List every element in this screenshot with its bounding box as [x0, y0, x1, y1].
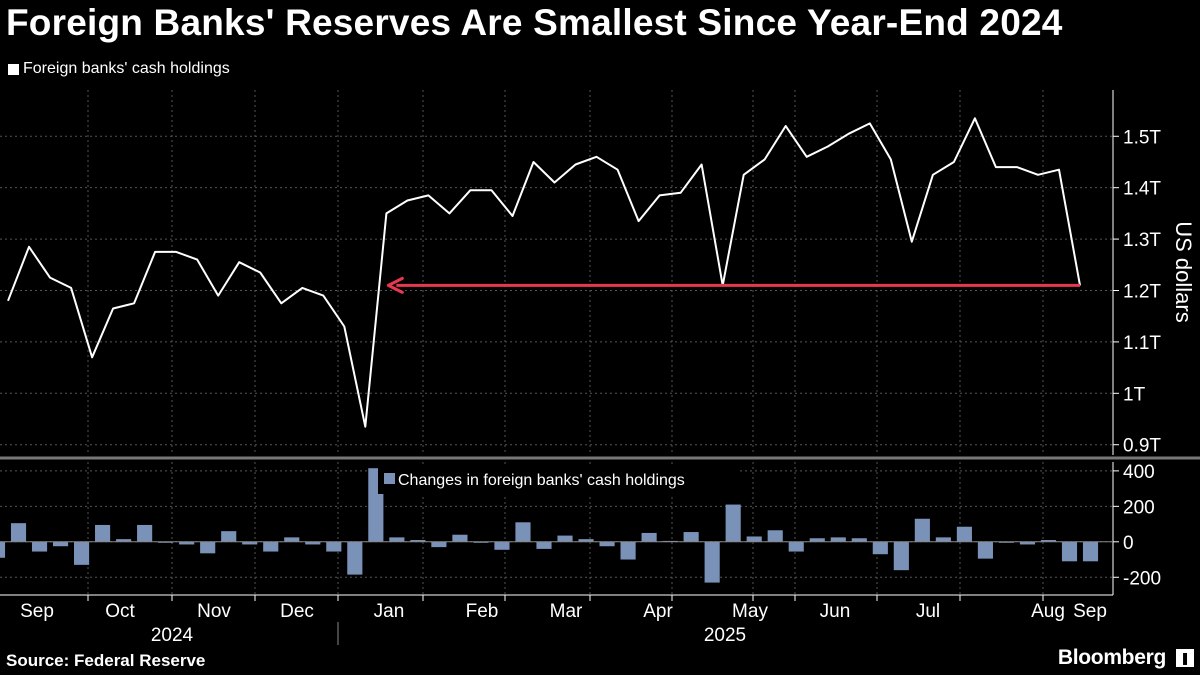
bottom-ytick-label: -200 [1123, 568, 1161, 589]
change-bar [809, 538, 825, 542]
change-bar [410, 540, 426, 542]
change-bar [95, 524, 111, 542]
change-bar [326, 541, 342, 552]
change-bar [914, 518, 930, 542]
change-bar [1061, 541, 1078, 562]
change-bar [1082, 541, 1099, 562]
change-bar [452, 534, 468, 542]
top-ytick-label: 1.5T [1123, 127, 1161, 148]
bottom-legend-bg [378, 466, 740, 494]
change-bar [1040, 540, 1057, 542]
x-month-label: Oct [105, 601, 135, 622]
change-bar [1019, 541, 1036, 545]
change-bar [683, 532, 699, 542]
bottom-legend-label: Changes in foreign banks' cash holdings [398, 472, 685, 489]
x-month-label: Aug [1031, 601, 1065, 622]
top-ytick-label: 1.3T [1123, 230, 1161, 251]
change-bar [389, 537, 405, 542]
top-legend: Foreign banks' cash holdings [8, 60, 230, 78]
change-bar [242, 541, 258, 545]
change-bar [893, 541, 909, 571]
bottom-ytick-label: 0 [1123, 533, 1134, 554]
top-ytick-label: 1.4T [1123, 179, 1161, 200]
change-bar [200, 541, 216, 554]
x-month-label: Feb [466, 601, 499, 622]
change-bar [935, 537, 951, 542]
change-bar [494, 541, 510, 550]
y-axis-label: US dollars [1171, 221, 1196, 322]
change-bar [704, 541, 720, 583]
source-note: Source: Federal Reserve [6, 651, 206, 670]
change-bar [347, 541, 363, 575]
annotation-arrow-head [386, 276, 404, 294]
x-month-label: Nov [197, 601, 231, 622]
x-month-label: Jul [916, 601, 940, 622]
brand-icon: ❚ [1176, 649, 1194, 667]
change-bar [977, 541, 993, 559]
cash-holdings-line [7, 117, 1081, 428]
change-bar [788, 541, 804, 552]
change-bar [263, 541, 279, 552]
change-bar [284, 537, 300, 542]
change-bar [0, 541, 6, 558]
x-month-label: Jan [374, 601, 405, 622]
x-year-label: 2025 [704, 625, 746, 646]
change-bar [620, 541, 636, 560]
x-month-label: Mar [550, 601, 583, 622]
bottom-legend: Changes in foreign banks' cash holdings [378, 466, 740, 494]
bottom-ytick-label: 400 [1123, 462, 1155, 483]
change-bar [851, 538, 867, 542]
x-month-label: Jun [820, 601, 851, 622]
change-bar [746, 536, 762, 542]
change-bar [641, 532, 657, 542]
change-bar [305, 541, 321, 545]
x-month-label: Sep [20, 601, 54, 622]
change-bar [116, 539, 132, 542]
change-bar [725, 504, 741, 542]
change-bar [536, 541, 552, 549]
change-bar [179, 541, 195, 545]
change-bar [956, 526, 972, 542]
x-month-label: Apr [643, 601, 673, 622]
top-ytick-label: 0.9T [1123, 436, 1161, 457]
change-bar [221, 531, 237, 542]
change-bar [31, 541, 48, 552]
x-month-label: Sep [1073, 601, 1107, 622]
top-ytick-label: 1.2T [1123, 281, 1161, 302]
top-ytick-label: 1T [1123, 384, 1146, 405]
change-bar [74, 541, 90, 565]
change-bar [515, 522, 531, 542]
bottom-legend-swatch [384, 473, 395, 484]
change-bar [599, 541, 615, 547]
change-bar [557, 535, 573, 542]
change-bar [431, 541, 447, 548]
bottom-ytick-label: 200 [1123, 497, 1155, 518]
change-bar [830, 537, 846, 542]
change-bar [10, 523, 27, 542]
change-bar [872, 541, 888, 555]
change-bar [578, 539, 594, 542]
chart-title: Foreign Banks' Reserves Are Smallest Sin… [6, 2, 1063, 43]
top-legend-swatch [8, 63, 19, 75]
brand-logo: Bloomberg [1057, 646, 1166, 669]
top-ytick-label: 1.1T [1123, 333, 1161, 354]
x-month-label: May [732, 601, 768, 622]
change-bar [767, 530, 783, 542]
x-month-label: Dec [280, 601, 314, 622]
x-year-label: 2024 [151, 625, 194, 646]
change-bar [137, 524, 153, 542]
change-bar [52, 541, 69, 547]
top-legend-label: Foreign banks' cash holdings [23, 60, 230, 77]
